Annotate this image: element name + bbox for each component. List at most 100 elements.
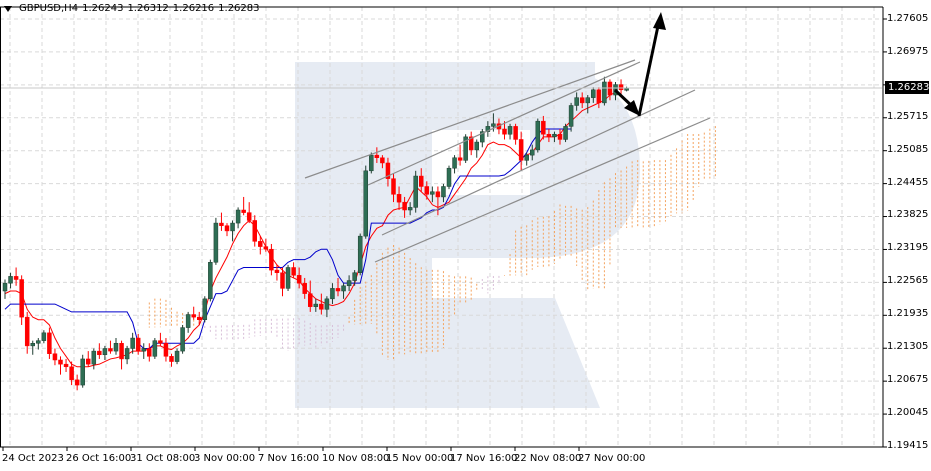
bull-candle [507, 126, 513, 135]
bear-candle [302, 282, 307, 294]
current-price-tag: 1.26283 [885, 81, 929, 94]
kijun-line [4, 128, 572, 349]
bear-candle [396, 194, 402, 203]
bull-candle [441, 186, 446, 198]
bull-candle [30, 343, 35, 347]
bull-candle [452, 157, 457, 169]
bear-candle [158, 340, 163, 344]
bear-candle [197, 316, 202, 320]
price-tick: 1.26975 [887, 46, 929, 57]
channel-line [367, 61, 641, 186]
bull-candle [235, 209, 241, 224]
channel-line [381, 89, 696, 236]
time-tick: 3 Nov 00:00 [194, 453, 256, 464]
bear-candle [546, 133, 552, 138]
bear-candle [69, 366, 74, 381]
price-tick: 1.25085 [887, 144, 929, 155]
bear-candle [147, 348, 152, 357]
bull-candle [369, 154, 374, 172]
symbol-timeframe: GBPUSD,H4 [19, 3, 79, 14]
bull-candle [363, 170, 368, 237]
bear-candle [13, 276, 19, 280]
time-tick: 31 Oct 08:00 [130, 453, 196, 464]
bull-candle [285, 267, 291, 289]
price-tick: 1.20675 [887, 374, 929, 385]
time-tick: 15 Nov 00:00 [386, 453, 454, 464]
channel-line [374, 117, 711, 263]
bear-candle [579, 97, 585, 104]
bull-candle [202, 298, 208, 320]
bull-candle [208, 262, 213, 300]
bear-candle [541, 120, 546, 135]
bull-candle [80, 358, 85, 386]
bull-candle [91, 350, 97, 365]
bear-candle [191, 314, 196, 318]
ohlc-low: 1.26216 [172, 3, 215, 14]
bull-candle [36, 340, 41, 344]
bull-candle [407, 207, 413, 211]
bear-candle [468, 136, 474, 151]
bull-candle [591, 89, 596, 98]
bear-candle [296, 275, 302, 284]
bear-candle [596, 89, 602, 104]
bear-candle [63, 363, 69, 368]
price-tick: 1.23195 [887, 242, 929, 253]
price-tick: 1.22565 [887, 275, 929, 286]
bull-candle [230, 222, 235, 232]
bear-candle [513, 126, 518, 140]
bear-candle [19, 279, 24, 318]
bear-candle [258, 241, 263, 247]
bull-candle [463, 136, 468, 161]
watermark-logo [432, 298, 600, 408]
bear-candle [419, 175, 424, 187]
bear-candle [380, 157, 385, 164]
bull-candle [524, 154, 529, 161]
price-tick: 1.21305 [887, 341, 929, 352]
bear-candle [557, 133, 563, 140]
bear-candle [607, 81, 613, 96]
bear-candle [269, 248, 274, 271]
bear-candle [518, 139, 524, 161]
time-tick: 26 Oct 16:00 [66, 453, 132, 464]
bull-candle [346, 280, 352, 287]
bear-candle [119, 343, 124, 360]
bull-candle [491, 123, 496, 127]
bull-candle [352, 272, 357, 281]
bear-candle [74, 379, 80, 386]
bull-candle [213, 222, 219, 263]
time-tick: 7 Nov 16:00 [258, 453, 320, 464]
bear-candle [86, 358, 91, 365]
time-tick: 22 Nov 08:00 [514, 453, 582, 464]
bear-candle [374, 154, 380, 158]
arrow-head-icon [624, 100, 640, 116]
bull-candle [485, 126, 491, 132]
bear-candle [58, 359, 63, 365]
bull-candle [413, 175, 418, 208]
ohlc-open: 1.26243 [82, 3, 124, 14]
forecast-arrow-up [637, 25, 660, 117]
price-tick: 1.27605 [887, 13, 929, 24]
arrow-head-icon [653, 12, 666, 30]
bear-candle [274, 269, 280, 273]
bull-candle [174, 350, 180, 362]
bull-candle [324, 298, 330, 310]
bull-candle [330, 288, 335, 300]
channel-line [304, 59, 636, 179]
bull-candle [102, 348, 108, 356]
bull-candle [430, 191, 435, 195]
bear-candle [435, 191, 441, 198]
bull-candle [574, 97, 579, 106]
bear-candle [319, 303, 324, 310]
bull-candle [535, 120, 541, 151]
bull-candle [357, 235, 363, 273]
bull-candle [141, 348, 146, 352]
price-tick: 1.19415 [887, 440, 929, 451]
bear-candle [618, 84, 624, 91]
collapse-triangle-icon[interactable] [4, 5, 12, 12]
bear-candle [246, 212, 252, 221]
chart-title-bar: GBPUSD,H4 1.26243 1.26312 1.26216 1.2628… [4, 3, 260, 14]
bear-candle [52, 353, 58, 361]
bull-candle [563, 126, 568, 140]
